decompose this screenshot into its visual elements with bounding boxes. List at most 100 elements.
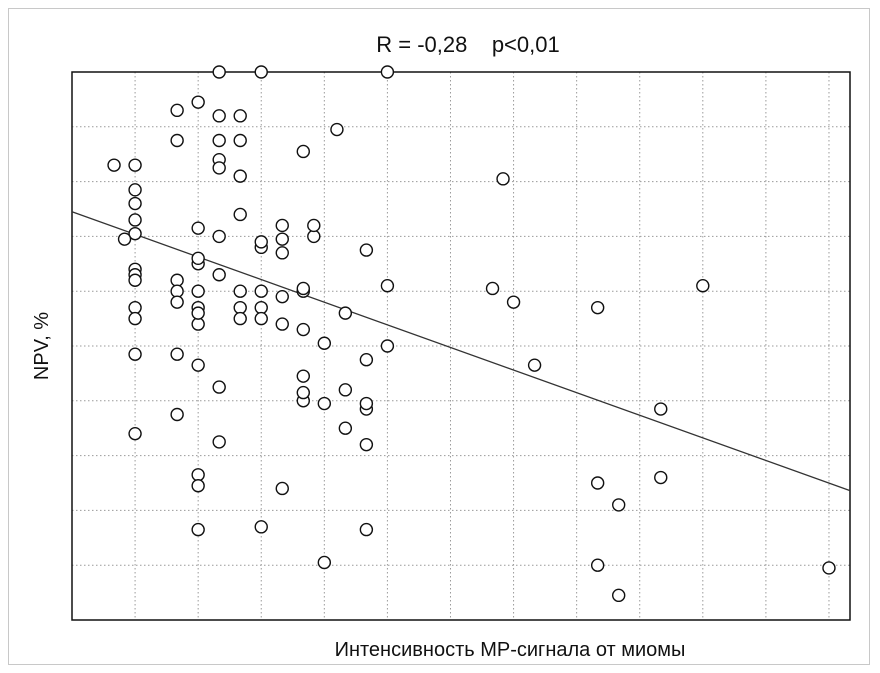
data-point-11 (296, 144, 310, 159)
data-point-62 (359, 353, 374, 367)
grid-lines (72, 71, 850, 620)
data-point-34 (359, 243, 374, 257)
data-point-93 (612, 498, 626, 512)
data-point-78 (338, 421, 353, 435)
data-point-81 (170, 407, 184, 422)
data-point-25 (275, 218, 289, 233)
trend-line-group (71, 211, 851, 492)
data-point-48 (233, 284, 247, 298)
data-point-52 (275, 289, 289, 304)
chart-frame (8, 8, 870, 665)
data-point-84 (191, 479, 205, 493)
data-point-73 (338, 383, 353, 397)
data-point-50 (254, 284, 268, 298)
data-point-31 (254, 235, 268, 249)
data-point-68 (212, 380, 226, 394)
data-point-1 (254, 65, 268, 79)
data-point-82 (212, 435, 226, 449)
data-point-32 (275, 246, 289, 260)
data-point-58 (254, 311, 268, 326)
plot-area (71, 71, 851, 621)
data-point-9 (212, 133, 226, 148)
data-point-29 (117, 232, 132, 246)
data-point-96 (654, 470, 668, 485)
data-point-43 (128, 311, 142, 326)
data-point-94 (654, 402, 668, 416)
data-point-76 (380, 339, 395, 353)
data-point-56 (191, 306, 205, 320)
data-point-18 (128, 183, 142, 197)
data-point-88 (317, 555, 332, 570)
data-point-33 (380, 279, 395, 293)
data-point-6 (233, 109, 247, 123)
data-point-72 (296, 385, 310, 400)
data-point-41 (170, 273, 184, 287)
data-point-67 (170, 347, 184, 361)
regression-line (71, 211, 851, 492)
data-point-19 (128, 196, 142, 211)
data-point-20 (128, 213, 142, 227)
data-point-57 (233, 311, 247, 326)
x-axis-label: Интенсивность МР-сигнала от миомы (335, 639, 686, 661)
data-point-24 (233, 207, 247, 222)
data-point-3 (170, 103, 184, 118)
data-point-86 (254, 520, 268, 534)
data-point-79 (359, 437, 374, 452)
data-point-70 (296, 369, 310, 383)
data-point-26 (307, 229, 321, 244)
data-point-45 (170, 295, 184, 309)
data-point-0 (212, 65, 226, 79)
data-point-80 (128, 426, 142, 441)
data-point-63 (317, 336, 332, 350)
data-point-99 (822, 561, 836, 575)
data-point-91 (527, 358, 542, 372)
data-point-5 (212, 109, 226, 123)
data-point-38 (212, 268, 226, 282)
data-point-37 (191, 251, 205, 266)
data-point-60 (296, 322, 310, 337)
data-point-14 (233, 169, 247, 183)
data-point-65 (506, 295, 521, 309)
data-point-15 (128, 158, 142, 172)
data-point-27 (275, 232, 289, 246)
data-point-75 (359, 396, 374, 411)
data-point-44 (170, 284, 184, 298)
data-point-59 (275, 317, 289, 331)
data-point-49 (233, 300, 247, 315)
data-point-87 (275, 481, 289, 496)
data-point-10 (233, 133, 247, 148)
data-point-85 (191, 522, 205, 537)
data-point-8 (170, 133, 184, 148)
data-point-77 (317, 396, 332, 411)
data-point-13 (212, 161, 226, 175)
data-point-92 (590, 476, 605, 490)
data-point-55 (191, 317, 205, 331)
data-point-95 (696, 279, 710, 293)
data-point-22 (191, 221, 205, 235)
data-point-69 (191, 358, 205, 372)
data-point-61 (338, 306, 353, 320)
data-point-4 (191, 95, 205, 109)
data-point-83 (191, 468, 205, 482)
data-point-89 (359, 522, 374, 537)
data-point-42 (128, 300, 142, 315)
y-axis-label: NPV, % (31, 312, 53, 380)
data-point-21 (128, 226, 142, 241)
data-point-16 (107, 158, 121, 172)
data-point-46 (191, 284, 205, 298)
data-point-17 (496, 172, 510, 186)
data-point-64 (485, 281, 500, 296)
data-point-7 (330, 122, 344, 137)
chart-title: R = -0,28 p<0,01 (376, 32, 559, 57)
data-point-66 (128, 347, 142, 361)
data-points (107, 65, 836, 603)
data-point-90 (590, 300, 605, 315)
data-point-2 (380, 65, 395, 79)
data-point-98 (612, 588, 626, 603)
data-point-40 (128, 273, 142, 287)
data-point-51 (254, 300, 268, 315)
data-point-97 (590, 558, 605, 572)
data-point-54 (296, 281, 310, 296)
data-point-23 (212, 229, 226, 244)
